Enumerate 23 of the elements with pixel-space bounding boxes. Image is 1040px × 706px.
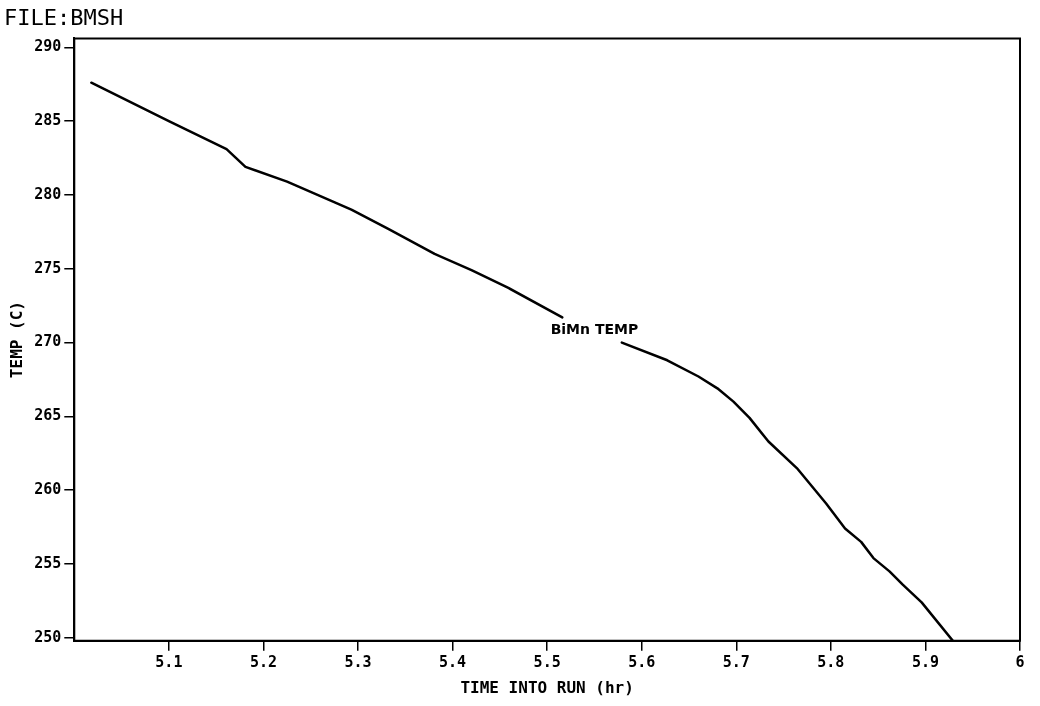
x-tick-label: 5.7 bbox=[722, 652, 750, 671]
y-tick-label: 275 bbox=[34, 258, 62, 277]
x-tick-label: 5.8 bbox=[817, 652, 845, 671]
y-tick-label: 265 bbox=[34, 406, 62, 425]
x-tick-label: 5.2 bbox=[249, 652, 277, 671]
y-tick-label: 255 bbox=[34, 553, 62, 572]
x-tick-label: 5.5 bbox=[533, 652, 561, 671]
x-tick-label: 5.1 bbox=[155, 652, 183, 671]
x-tick-label: 6 bbox=[1015, 652, 1025, 671]
x-tick-label: 5.3 bbox=[344, 652, 372, 671]
x-tick-label: 5.9 bbox=[911, 652, 939, 671]
series-label: BiMn TEMP bbox=[550, 320, 639, 337]
y-tick-label: 290 bbox=[34, 37, 62, 56]
y-tick-label: 250 bbox=[34, 627, 62, 646]
y-tick-label: 285 bbox=[34, 110, 62, 129]
y-tick-label: 280 bbox=[34, 184, 62, 203]
y-tick-label: 270 bbox=[34, 332, 62, 351]
chart-title: FILE:BMSH bbox=[4, 4, 124, 30]
x-tick-label: 5.4 bbox=[439, 652, 467, 671]
y-axis-title: TEMP (C) bbox=[6, 301, 26, 379]
x-tick-label: 5.6 bbox=[628, 652, 656, 671]
x-axis-title: TIME INTO RUN (hr) bbox=[460, 677, 634, 697]
y-tick-label: 260 bbox=[34, 480, 62, 499]
